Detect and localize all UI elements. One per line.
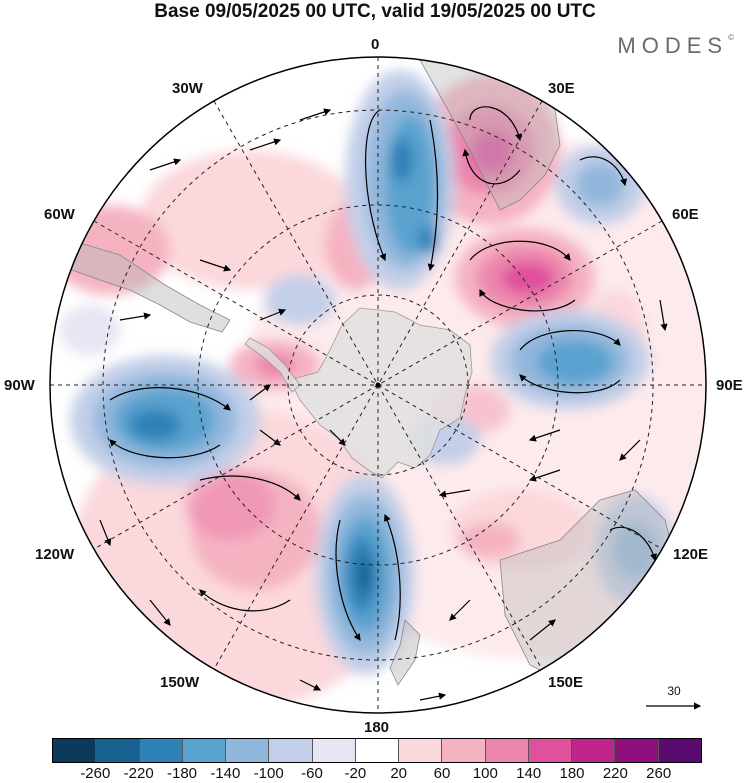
reference-vector-label: 30 <box>667 684 681 698</box>
lon-label-0: 0 <box>371 36 380 53</box>
colorbar-tick-label: 260 <box>646 765 672 782</box>
colorbar-swatch <box>139 739 183 762</box>
brand-name: MODES <box>617 33 729 58</box>
colorbar-swatch <box>658 739 701 762</box>
lon-label-150w: 150W <box>160 674 200 691</box>
colorbar-tick-label: 140 <box>516 765 542 782</box>
colorbar-tick-label: -260 <box>80 765 111 782</box>
colorbar-tick-label: 180 <box>559 765 585 782</box>
wind-vectors <box>99 106 668 701</box>
reference-vector: 30 <box>646 684 702 698</box>
colorbar-swatch <box>182 739 227 762</box>
colorbar-swatch <box>53 739 97 762</box>
brand-logo: MODES© <box>617 33 734 59</box>
colorbar-tick-label: -140 <box>210 765 241 782</box>
colorbar <box>52 738 702 763</box>
lon-label-30e: 30E <box>548 80 575 97</box>
new-zealand <box>389 619 421 686</box>
colorbar-tick-label: -180 <box>166 765 198 782</box>
south-america <box>69 239 231 333</box>
map-title: Base 09/05/2025 00 UTC, valid 19/05/2025… <box>154 1 596 22</box>
colorbar-tick-label: -220 <box>123 765 154 782</box>
lon-label-60w: 60W <box>44 206 75 223</box>
colorbar-tick-label: -60 <box>301 765 323 782</box>
colorbar-swatch <box>312 739 356 762</box>
colorbar-tick-label: 220 <box>602 765 628 782</box>
lon-label-30w: 30W <box>172 80 203 97</box>
lon-label-120e: 120E <box>673 546 709 563</box>
colorbar-tick-label: 100 <box>472 765 498 782</box>
colorbar-swatch <box>355 739 400 762</box>
lon-label-90w: 90W <box>4 377 35 394</box>
colorbar-swatch <box>442 739 486 762</box>
colorbar-swatch <box>269 739 313 762</box>
colorbar-tick-label: -20 <box>344 765 367 782</box>
lon-label-60e: 60E <box>672 206 699 223</box>
lon-label-180: 180 <box>364 719 390 736</box>
colorbar-swatch <box>615 739 659 762</box>
colorbar-tick-label: 60 <box>433 765 451 782</box>
lon-label-120w: 120W <box>35 546 75 563</box>
colorbar-swatch <box>572 739 616 762</box>
colorbar-swatch <box>528 739 573 762</box>
colorbar-tick-label: -100 <box>253 765 284 782</box>
south-pole-marker <box>375 382 381 388</box>
colorbar-swatch <box>399 739 443 762</box>
colorbar-swatch <box>96 739 140 762</box>
map-boundary <box>49 56 707 714</box>
copyright-mark: © <box>728 33 734 42</box>
colorbar-swatch <box>226 739 270 762</box>
colorbar-tick-label: 20 <box>390 765 407 782</box>
lon-label-90e: 90E <box>716 377 743 394</box>
colorbar-swatch <box>485 739 529 762</box>
lon-label-150e: 150E <box>548 674 584 691</box>
